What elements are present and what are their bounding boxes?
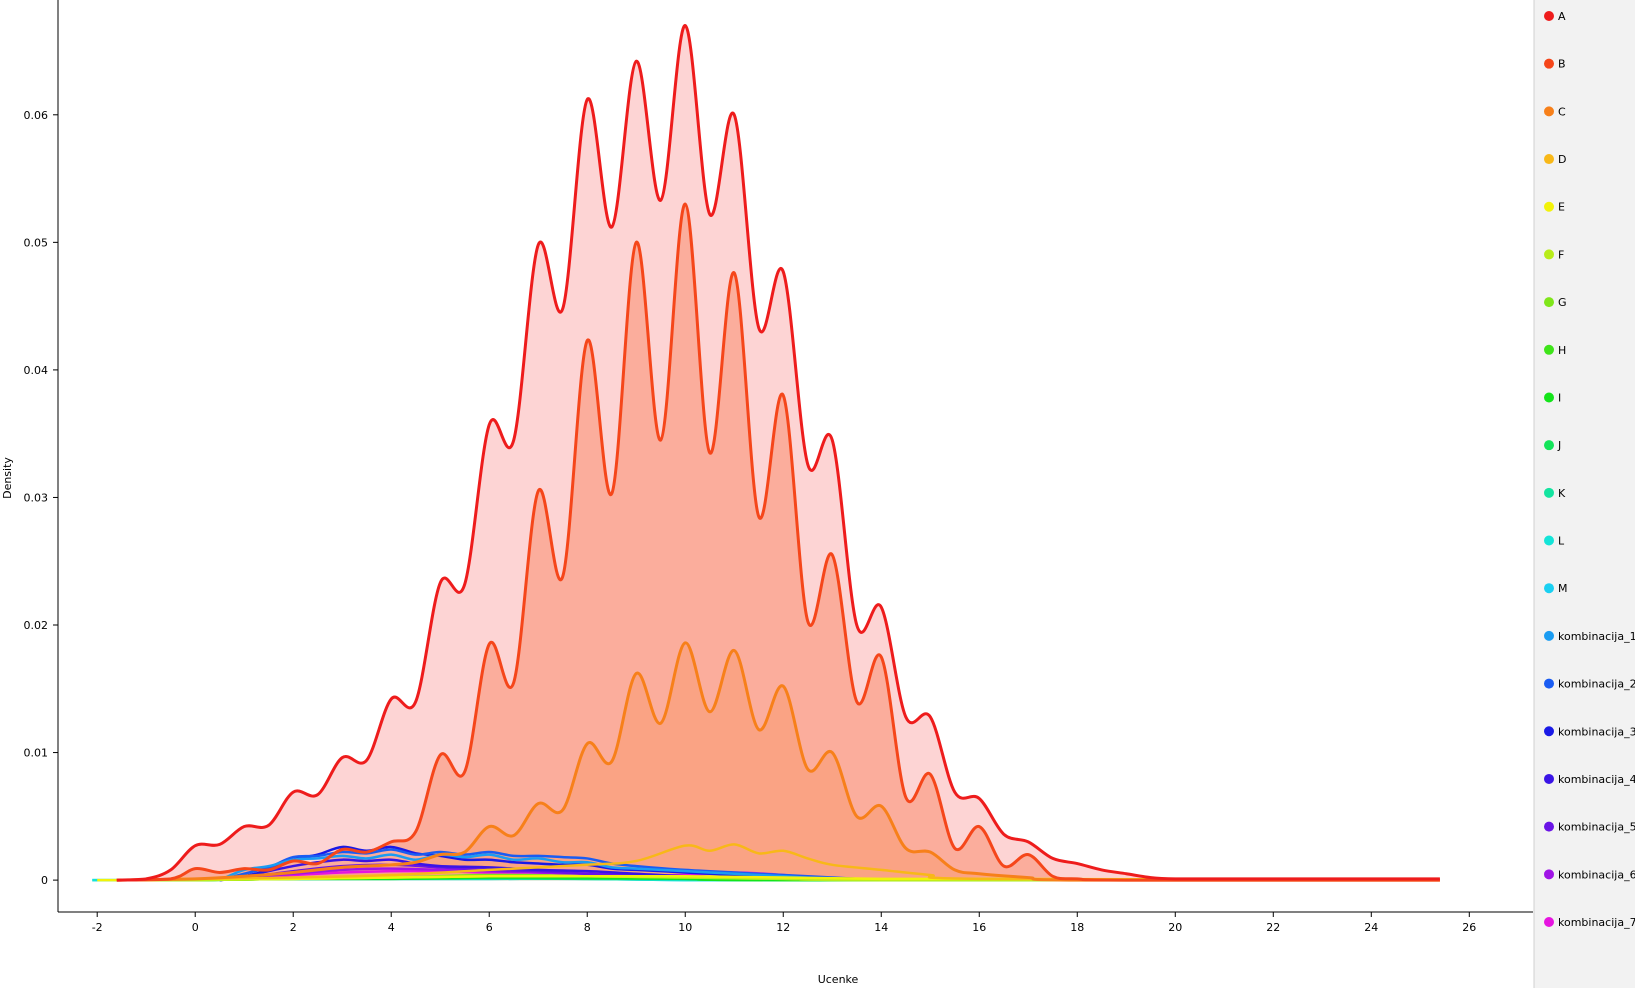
legend-item-kombinacija_4[interactable]: kombinacija_4: [1544, 773, 1635, 786]
legend-label: kombinacija_1: [1558, 630, 1635, 643]
x-axis-title: Ucenke: [818, 973, 859, 986]
legend-marker: [1544, 297, 1554, 308]
y-tick-label: 0: [41, 874, 48, 887]
series-fill-B: [116, 204, 1440, 881]
legend-label: kombinacija_3: [1558, 725, 1635, 738]
x-tick-label: 14: [874, 921, 888, 934]
legend-marker: [1544, 58, 1554, 69]
series-layer: [92, 24, 1440, 882]
legend-marker: [1544, 154, 1554, 165]
legend-item-G[interactable]: G: [1544, 296, 1567, 309]
series-line-kombinacija_1: [219, 853, 882, 882]
series-line-D: [116, 843, 1440, 882]
legend-label: C: [1558, 105, 1566, 118]
legend-item-D[interactable]: D: [1544, 153, 1566, 166]
legend-label: F: [1558, 248, 1564, 261]
legend-label: kombinacija_6: [1558, 868, 1635, 881]
y-tick-label: 0.04: [24, 364, 49, 377]
legend-label: H: [1558, 344, 1566, 357]
x-tick-label: 20: [1168, 921, 1182, 934]
x-tick-label: 2: [290, 921, 297, 934]
legend-label: M: [1558, 582, 1568, 595]
x-tick-label: 6: [486, 921, 493, 934]
legend-item-E[interactable]: E: [1544, 201, 1565, 214]
legend-marker: [1544, 440, 1554, 451]
legend-item-kombinacija_5[interactable]: kombinacija_5: [1544, 821, 1635, 834]
legend-label: kombinacija_4: [1558, 773, 1635, 786]
legend-label: D: [1558, 153, 1566, 166]
series-line-B: [116, 202, 1440, 882]
legend-label: L: [1558, 535, 1565, 548]
legend-item-C[interactable]: C: [1544, 105, 1566, 118]
y-tick-label: 0.06: [24, 109, 49, 122]
legend-label: kombinacija_7: [1558, 916, 1635, 929]
legend-marker: [1544, 201, 1554, 212]
legend-marker: [1544, 535, 1554, 546]
legend-item-kombinacija_7[interactable]: kombinacija_7: [1544, 916, 1635, 929]
x-tick-label: 4: [388, 921, 395, 934]
series-line-A: [116, 24, 1440, 882]
legend-marker: [1544, 630, 1554, 641]
legend-label: A: [1558, 10, 1566, 23]
legend-marker: [1544, 344, 1554, 355]
legend-label: G: [1558, 296, 1567, 309]
legend-item-kombinacija_3[interactable]: kombinacija_3: [1544, 725, 1635, 738]
legend-item-A[interactable]: A: [1544, 10, 1566, 23]
axes-layer: -2 0 2 4 6 8 10 12 14 16 18 20 22 24 2600.010.020.030.…: [24, 0, 1533, 934]
y-tick-label: 0.01: [24, 747, 49, 760]
x-tick-label: 16: [972, 921, 986, 934]
legend-item-K[interactable]: K: [1544, 487, 1566, 500]
x-tick-label: 10: [678, 921, 692, 934]
legend-label: E: [1558, 201, 1565, 214]
legend-label: kombinacija_5: [1558, 821, 1635, 834]
legend-marker: [1544, 773, 1554, 784]
legend-item-kombinacija_1[interactable]: kombinacija_1: [1544, 630, 1635, 643]
x-tick-label: 0: [192, 921, 199, 934]
x-tick-label: 26: [1462, 921, 1476, 934]
x-tick-label: 18: [1070, 921, 1084, 934]
legend-marker: [1544, 487, 1554, 498]
legend-marker: [1544, 583, 1554, 594]
y-tick-label: 0.02: [24, 619, 49, 632]
x-tick-label: 22: [1266, 921, 1280, 934]
legend-item-L[interactable]: L: [1544, 535, 1565, 548]
legend-marker: [1544, 678, 1554, 689]
y-tick-label: 0.05: [24, 236, 49, 249]
legend-item-kombinacija_2[interactable]: kombinacija_2: [1544, 678, 1635, 691]
x-tick-label: 8: [584, 921, 591, 934]
legend-label: B: [1558, 58, 1566, 71]
x-tick-label: 24: [1364, 921, 1378, 934]
series-fill-C: [116, 642, 1440, 881]
legend-label: I: [1558, 391, 1561, 404]
y-tick-label: 0.03: [24, 491, 49, 504]
legend-item-I[interactable]: I: [1544, 391, 1561, 404]
series-line-C: [116, 641, 1440, 882]
legend-marker: [1544, 726, 1554, 737]
legend-label: kombinacija_2: [1558, 678, 1635, 691]
x-tick-label: -2: [92, 921, 103, 934]
legend-marker: [1544, 869, 1554, 880]
legend-marker: [1544, 821, 1554, 832]
legend-item-H[interactable]: H: [1544, 344, 1566, 357]
legend-item-F[interactable]: F: [1544, 248, 1564, 261]
legend-label: J: [1557, 439, 1561, 452]
legend-item-kombinacija_6[interactable]: kombinacija_6: [1544, 868, 1635, 881]
x-tick-label: 12: [776, 921, 790, 934]
legend-item-B[interactable]: B: [1544, 58, 1566, 71]
legend-label: K: [1558, 487, 1566, 500]
legend-marker: [1544, 917, 1554, 927]
legend-marker: [1544, 249, 1554, 260]
legend-marker: [1544, 392, 1554, 403]
legend-item-M[interactable]: M: [1544, 582, 1568, 595]
legend-marker: [1544, 106, 1554, 117]
legend-marker: [1544, 11, 1554, 21]
y-axis-title: Density: [1, 457, 14, 499]
legend-item-J[interactable]: J: [1544, 439, 1561, 452]
